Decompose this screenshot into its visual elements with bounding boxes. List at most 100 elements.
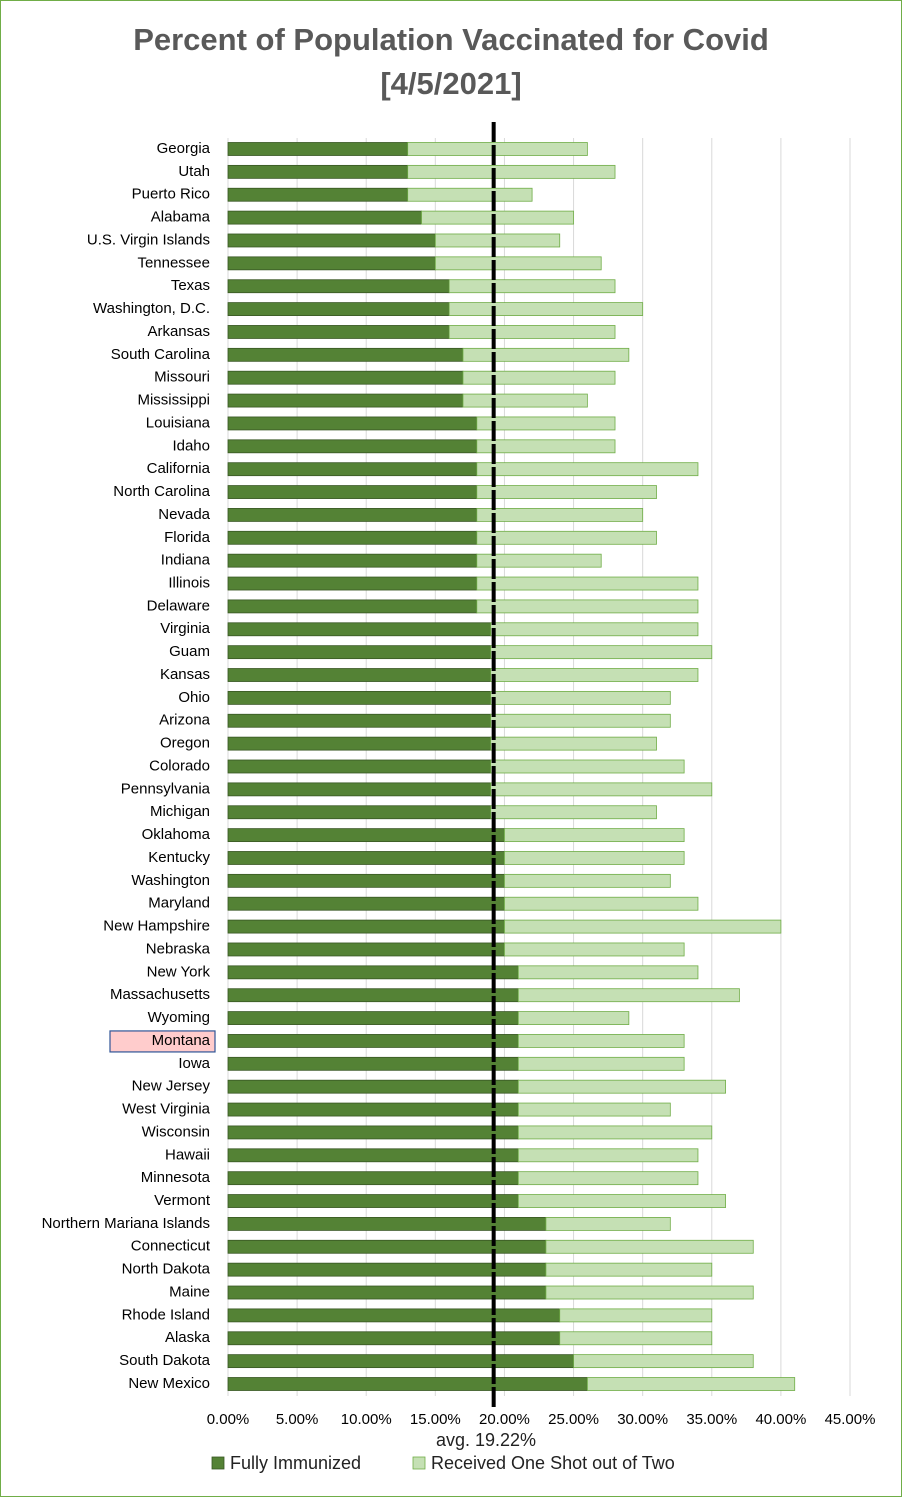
bar-segment	[227, 416, 478, 431]
category-label: Mississippi	[137, 392, 210, 409]
bar-segment	[545, 1239, 754, 1254]
bar-segment	[517, 1125, 713, 1140]
bar-segment	[545, 1262, 713, 1277]
bar-segment	[227, 622, 492, 637]
bar-segment	[227, 485, 478, 499]
bar-segment	[227, 713, 492, 728]
category-label: Wyoming	[148, 1009, 210, 1026]
x-tick-label: 5.00%	[276, 1411, 319, 1428]
bar-segment	[517, 1011, 630, 1025]
category-label: Oregon	[160, 735, 210, 752]
bar-segment	[227, 508, 478, 522]
category-label: Guam	[169, 643, 210, 660]
bar-segment	[227, 1079, 519, 1094]
bar-segment	[476, 576, 699, 591]
category-label: Idaho	[172, 437, 210, 454]
bar-segment	[227, 942, 505, 957]
bar-segment	[476, 599, 699, 614]
category-label: Florida	[164, 529, 211, 546]
x-tick-label: 0.00%	[207, 1411, 250, 1428]
category-label: Massachusetts	[110, 986, 210, 1003]
category-label: Washington, D.C.	[93, 300, 210, 317]
category-label: Tennessee	[137, 254, 210, 271]
bar-segment	[227, 965, 519, 980]
bar-segment	[504, 942, 685, 957]
bar-segment	[227, 736, 492, 751]
category-label: Maine	[169, 1283, 210, 1300]
bar-segment	[227, 828, 505, 843]
category-label: Colorado	[149, 757, 210, 774]
chart-title: Percent of Population Vaccinated for Cov…	[133, 22, 769, 57]
x-tick-label: 35.00%	[686, 1411, 737, 1428]
category-label: New Jersey	[132, 1078, 211, 1095]
category-label: Puerto Rico	[132, 186, 210, 203]
bar-segment	[490, 759, 685, 774]
bar-segment	[434, 256, 602, 271]
bar-segment	[227, 1331, 561, 1346]
category-label: Michigan	[150, 803, 210, 820]
bar-segment	[227, 187, 409, 202]
legend-label: Received One Shot out of Two	[431, 1453, 675, 1473]
bar-segment	[227, 873, 505, 888]
category-label: Georgia	[157, 140, 211, 157]
category-label: Alabama	[151, 209, 211, 226]
bar-segment	[490, 622, 699, 637]
bar-segment	[476, 485, 657, 499]
category-label: Hawaii	[165, 1146, 210, 1163]
category-label: Kansas	[160, 666, 210, 683]
category-label: Nebraska	[146, 940, 211, 957]
category-label: West Virginia	[122, 1101, 210, 1118]
bar-segment	[476, 416, 616, 431]
bar-segment	[227, 393, 464, 408]
bar-segment	[227, 347, 464, 362]
bar-segment	[476, 462, 699, 477]
bar-segment	[517, 1148, 699, 1163]
bar-segment	[517, 1056, 685, 1071]
category-label: Oklahoma	[142, 826, 211, 843]
bar-segment	[227, 142, 409, 156]
legend-label: Fully Immunized	[230, 1453, 361, 1473]
bar-segment	[517, 1171, 699, 1186]
category-label: Missouri	[154, 369, 210, 386]
x-tick-label: 25.00%	[548, 1411, 599, 1428]
bar-segment	[227, 599, 478, 614]
bar-segment	[407, 187, 533, 202]
bar-segment	[490, 713, 671, 728]
legend-swatch	[412, 1456, 426, 1470]
bar-segment	[573, 1354, 754, 1369]
bar-segment	[227, 919, 505, 934]
category-label: Illinois	[168, 575, 210, 592]
category-label: Rhode Island	[122, 1306, 210, 1323]
bar-segment	[227, 1217, 547, 1231]
bar-segment	[227, 439, 478, 454]
bar-segment	[227, 782, 492, 797]
bar-segment	[490, 805, 657, 820]
category-label: Kentucky	[148, 849, 210, 866]
category-label: California	[147, 460, 211, 477]
chart-subtitle: [4/5/2021]	[380, 66, 521, 101]
bar-segment	[490, 668, 699, 682]
bar-segment	[476, 530, 657, 545]
bar-segment	[517, 965, 699, 980]
bar-segment	[517, 988, 740, 1003]
category-label: Arizona	[159, 712, 211, 729]
bar-segment	[227, 1354, 574, 1369]
x-tick-label: 30.00%	[617, 1411, 668, 1428]
category-label: Washington	[131, 872, 210, 889]
bar-segment	[227, 1308, 561, 1323]
category-label: Iowa	[178, 1055, 210, 1072]
category-label: Montana	[152, 1032, 211, 1049]
bar-segment	[462, 347, 630, 362]
bar-segment	[227, 370, 464, 385]
x-tick-label: 15.00%	[410, 1411, 461, 1428]
bar-segment	[227, 210, 422, 225]
category-label: South Dakota	[119, 1352, 211, 1369]
bar-segment	[559, 1308, 713, 1323]
category-label: Texas	[171, 277, 210, 294]
bar-segment	[227, 1011, 519, 1025]
bar-segment	[476, 553, 602, 568]
bar-segment	[448, 302, 644, 316]
bar-segment	[448, 325, 616, 339]
bar-segment	[504, 828, 685, 843]
